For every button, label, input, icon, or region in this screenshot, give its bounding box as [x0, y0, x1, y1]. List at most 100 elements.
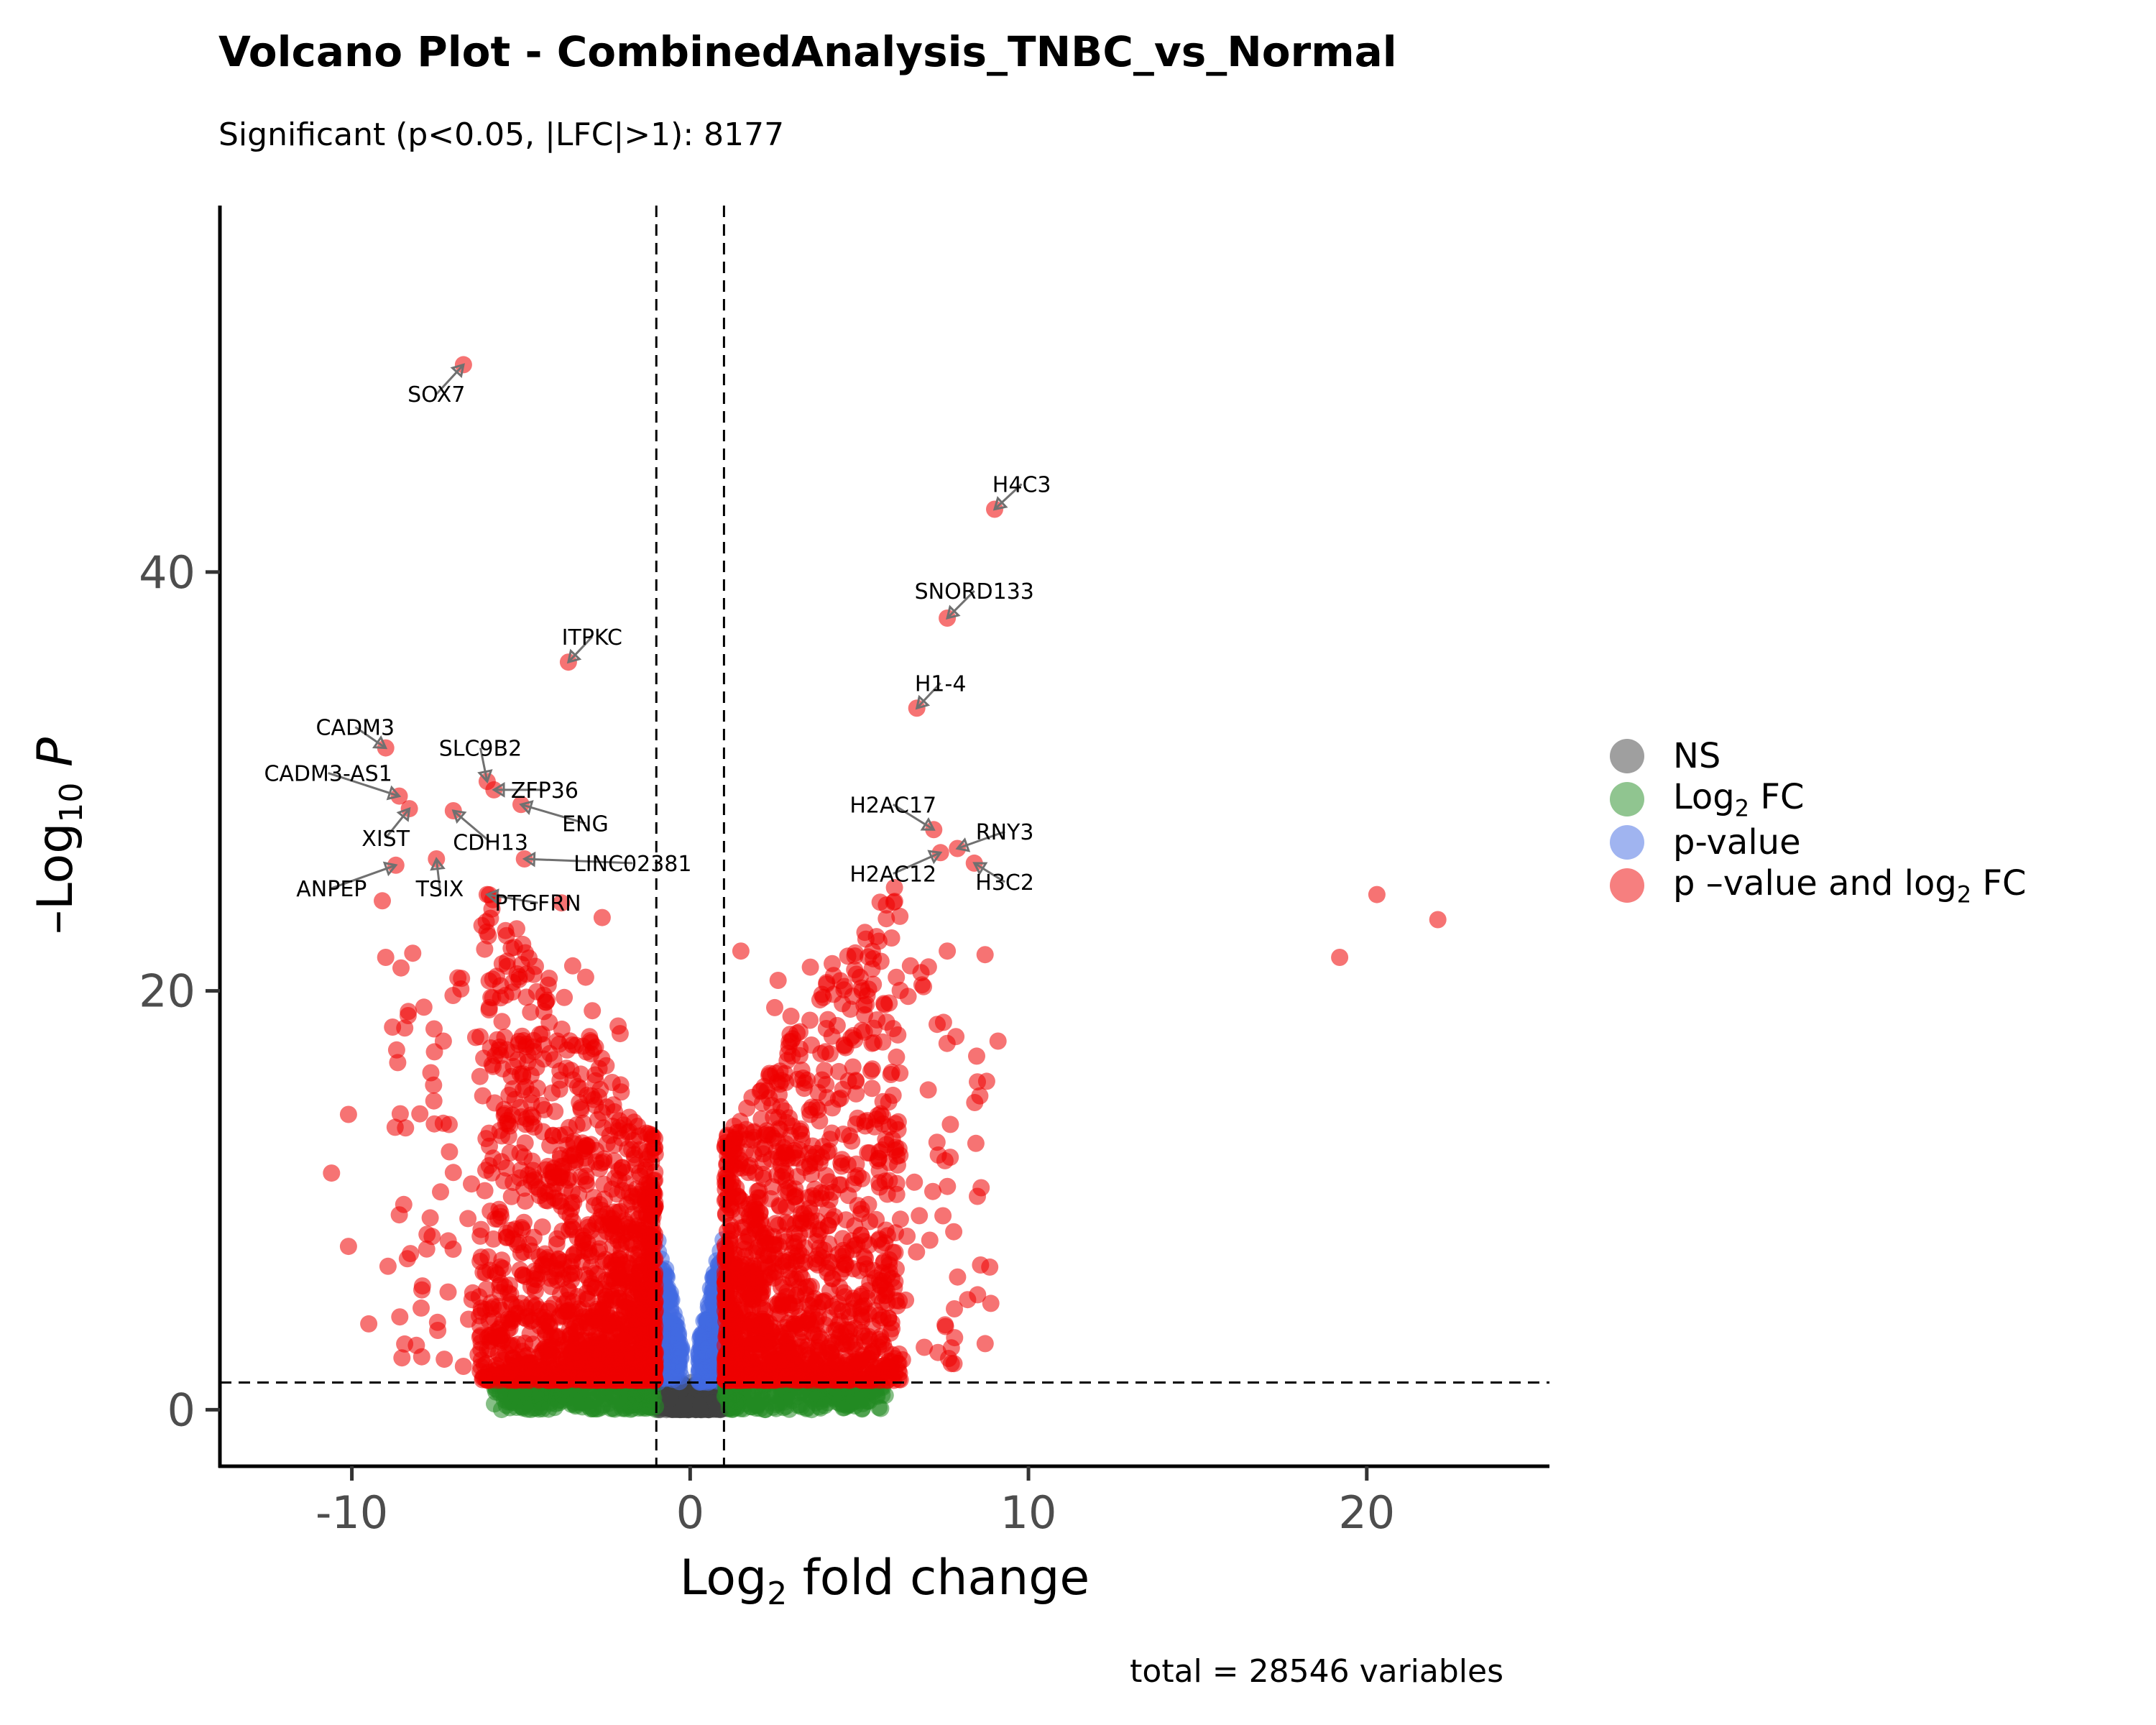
gene-label: SOX7: [407, 382, 465, 408]
data-point: [535, 986, 553, 1004]
label-arrowhead: [372, 735, 388, 750]
label-connector: [916, 682, 941, 709]
data-point: [766, 998, 783, 1016]
data-point: [511, 1356, 528, 1374]
data-point: [573, 1134, 591, 1152]
label-arrowhead: [396, 806, 411, 822]
label-arrowhead: [382, 861, 398, 877]
data-point: [919, 1081, 937, 1099]
data-point: [813, 1071, 831, 1089]
data-point: [777, 1233, 795, 1251]
label-arrowhead: [519, 800, 534, 816]
data-point: [803, 1036, 821, 1054]
data-point: [560, 1118, 578, 1136]
data-point: [441, 1143, 459, 1161]
data-point: [774, 1276, 792, 1293]
data-point: [482, 909, 499, 927]
data-point: [789, 1397, 807, 1414]
label-arrowhead: [946, 604, 961, 620]
data-point: [481, 1137, 498, 1155]
data-point: [493, 1127, 511, 1145]
data-point: [555, 1253, 572, 1271]
gene-label: ENG: [562, 812, 609, 837]
data-point: [646, 1225, 663, 1243]
data-point: [787, 1370, 805, 1388]
data-point: [786, 1317, 804, 1335]
data-point: [788, 1270, 806, 1288]
legend-label-both: p –value and log2 FC: [1673, 862, 2027, 908]
label-arrowhead: [992, 496, 1008, 511]
data-point: [719, 1389, 737, 1407]
data-point: [719, 1126, 737, 1144]
x-tick-label: 20: [1338, 1486, 1395, 1539]
legend-item-lfc: Log2 FC: [1607, 777, 2027, 822]
data-point: [573, 1332, 591, 1349]
data-point: [492, 1046, 510, 1064]
chart-title: Volcano Plot - CombinedAnalysis_TNBC_vs_…: [218, 27, 1397, 76]
data-point: [857, 1250, 875, 1267]
data-point: [631, 1264, 649, 1282]
legend-item-both: p –value and log2 FC: [1607, 862, 2027, 908]
data-point: [593, 908, 611, 926]
data-point: [598, 1098, 616, 1116]
gene-label: TSIX: [415, 877, 464, 902]
label-connector: [384, 808, 410, 839]
label-connector: [487, 893, 538, 904]
data-point: [834, 1241, 852, 1259]
data-point: [629, 1279, 646, 1297]
data-point: [553, 894, 571, 912]
data-point: [877, 896, 895, 914]
data-point: [801, 958, 819, 976]
gene-label: ZFP36: [511, 778, 579, 804]
data-point: [898, 1228, 916, 1245]
label-connector: [452, 809, 492, 843]
data-point: [323, 1164, 341, 1182]
data-point: [853, 1297, 871, 1315]
data-point: [860, 1371, 877, 1389]
gene-label: SLC9B2: [439, 737, 522, 762]
data-point: [783, 1117, 801, 1135]
data-point: [459, 1210, 477, 1228]
data-point: [402, 1245, 420, 1263]
data-point: [548, 1236, 566, 1253]
data-point: [823, 1211, 841, 1229]
data-point: [718, 1368, 736, 1386]
data-point: [497, 1159, 515, 1177]
label-arrowhead: [920, 816, 936, 831]
data-point: [632, 1371, 650, 1389]
data-point: [605, 1136, 623, 1154]
data-point: [484, 970, 502, 988]
data-point: [339, 1105, 357, 1123]
data-point: [872, 952, 890, 970]
data-point: [908, 1243, 926, 1261]
data-point: [844, 1058, 862, 1076]
label-connector: [892, 804, 935, 831]
data-point: [946, 1300, 963, 1317]
data-point: [699, 1331, 717, 1349]
data-point: [609, 1231, 627, 1249]
data-point: [569, 1370, 587, 1387]
data-point: [819, 1011, 837, 1029]
data-point: [393, 1349, 411, 1367]
data-point: [444, 1164, 462, 1182]
data-point: [502, 1187, 520, 1205]
data-point: [847, 1072, 865, 1090]
data-point: [413, 1281, 430, 1299]
x-tick-label: 0: [676, 1486, 704, 1539]
legend-key-lfc: [1610, 782, 1644, 816]
data-point: [967, 1134, 985, 1152]
chart-subtitle: Significant (p<0.05, |LFC|>1): 8177: [218, 116, 785, 153]
data-point: [510, 970, 528, 988]
data-point: [796, 1239, 814, 1257]
data-point: [863, 1080, 881, 1098]
gene-label: ANPEP: [296, 877, 367, 902]
data-point: [379, 1257, 397, 1275]
data-point: [875, 1287, 893, 1305]
data-point: [525, 1043, 543, 1060]
data-point: [877, 1221, 895, 1239]
data-point: [886, 1115, 904, 1133]
data-point: [612, 1083, 630, 1101]
data-point: [806, 1154, 824, 1172]
data-point: [797, 1286, 814, 1304]
